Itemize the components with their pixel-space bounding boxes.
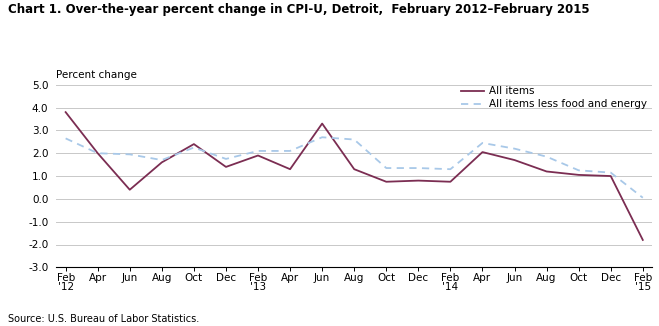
All items xyxy=(126,188,134,192)
All items less food and energy xyxy=(542,155,550,158)
All items less food and energy xyxy=(190,145,198,149)
All items less food and energy xyxy=(62,136,70,140)
All items less food and energy xyxy=(158,158,166,162)
All items xyxy=(639,238,646,242)
All items less food and energy xyxy=(222,157,230,161)
All items xyxy=(158,160,166,164)
All items xyxy=(190,142,198,146)
All items less food and energy xyxy=(415,166,422,170)
All items xyxy=(542,170,550,173)
Text: Source: U.S. Bureau of Labor Statistics.: Source: U.S. Bureau of Labor Statistics. xyxy=(8,314,199,324)
All items less food and energy xyxy=(478,141,486,145)
All items xyxy=(446,180,454,184)
Text: Percent change: Percent change xyxy=(56,70,137,80)
All items xyxy=(415,179,422,183)
All items xyxy=(575,173,583,177)
All items xyxy=(222,165,230,169)
All items xyxy=(511,158,519,162)
All items less food and energy xyxy=(351,138,358,141)
All items xyxy=(382,180,390,184)
All items less food and energy xyxy=(318,135,326,139)
Text: Chart 1. Over-the-year percent change in CPI-U, Detroit,  February 2012–February: Chart 1. Over-the-year percent change in… xyxy=(8,3,590,16)
Line: All items less food and energy: All items less food and energy xyxy=(66,137,643,198)
All items xyxy=(94,151,101,155)
All items less food and energy xyxy=(607,171,615,175)
Line: All items: All items xyxy=(66,112,643,240)
All items less food and energy xyxy=(382,166,390,170)
All items xyxy=(607,174,615,178)
All items xyxy=(286,167,294,171)
All items xyxy=(62,110,70,114)
All items less food and energy xyxy=(511,147,519,151)
All items less food and energy xyxy=(286,149,294,153)
All items xyxy=(478,150,486,154)
All items less food and energy xyxy=(94,151,101,155)
All items xyxy=(254,154,262,157)
Legend: All items, All items less food and energy: All items, All items less food and energ… xyxy=(461,86,647,110)
All items less food and energy xyxy=(254,149,262,153)
All items xyxy=(351,167,358,171)
All items less food and energy xyxy=(126,152,134,156)
All items less food and energy xyxy=(446,167,454,171)
All items xyxy=(318,122,326,126)
All items less food and energy xyxy=(575,168,583,172)
All items less food and energy xyxy=(639,196,646,200)
